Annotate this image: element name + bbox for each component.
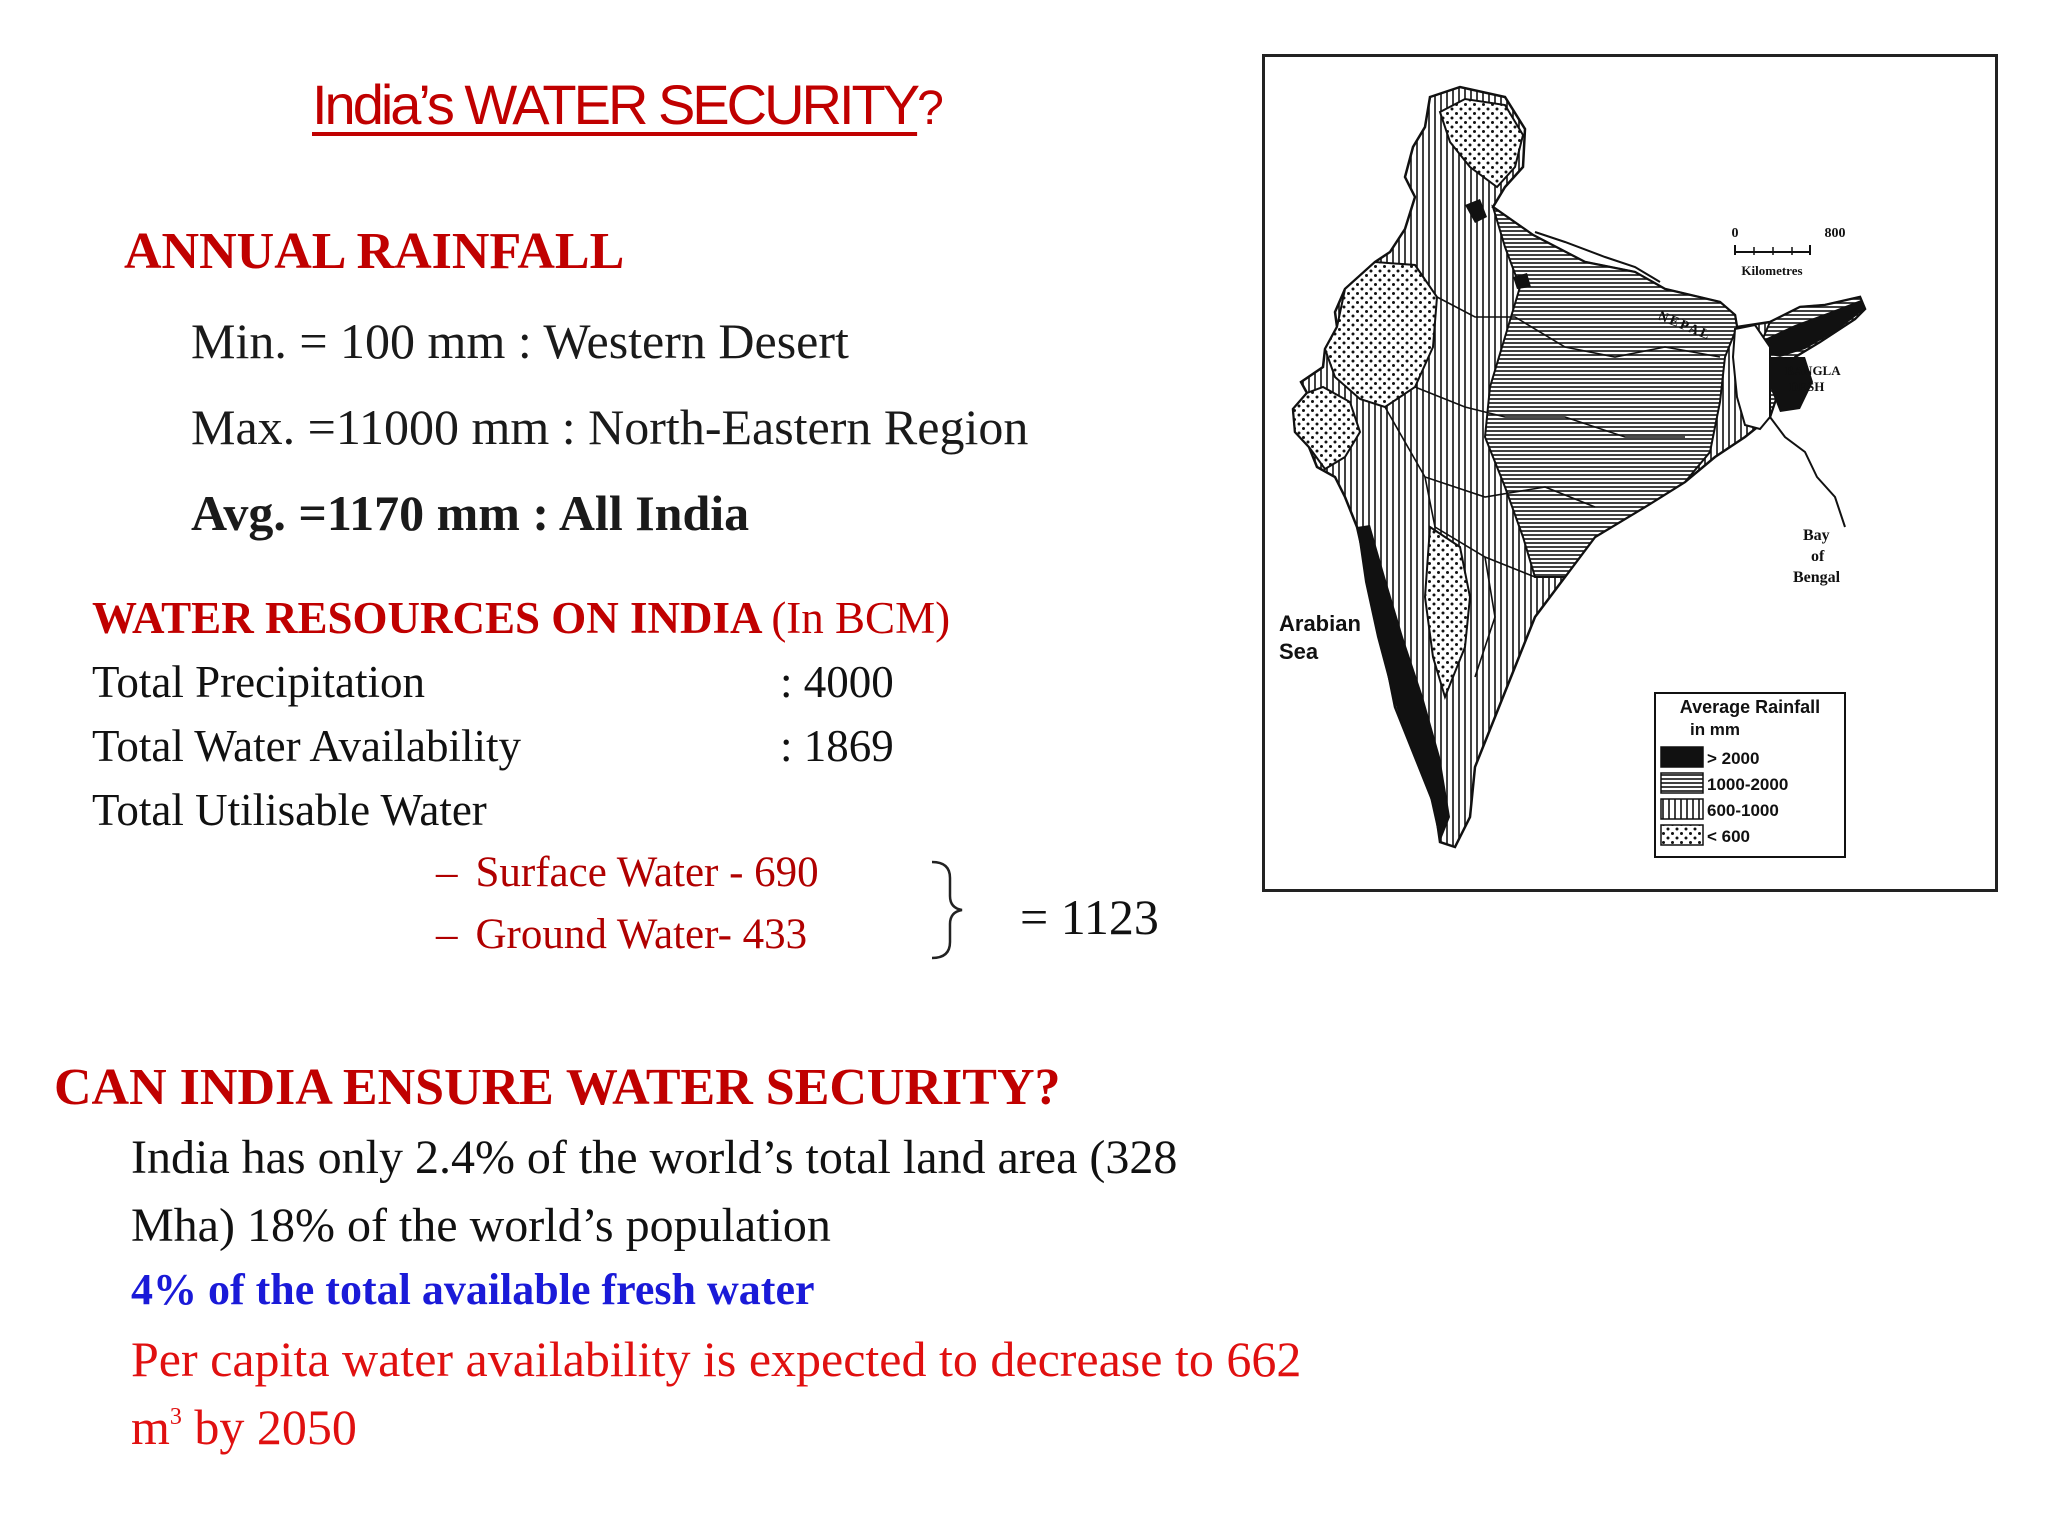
scale-unit: Kilometres: [1741, 263, 1802, 278]
legend-swatch-heavy: [1660, 746, 1704, 768]
bullet-dash: –: [436, 911, 458, 958]
label-sea: Sea: [1279, 639, 1319, 664]
page-title-suffix: ?: [917, 82, 944, 135]
fresh-water-line: 4% of the total available fresh water: [131, 1265, 815, 1314]
scale-max: 800: [1825, 226, 1846, 241]
ground-water-item: – Ground Water- 433: [436, 910, 807, 959]
legend-subtitle: in mm: [1690, 720, 1740, 739]
precipitation-label: Total Precipitation: [92, 657, 426, 707]
surface-water-text: Surface Water - 690: [475, 849, 819, 896]
rainfall-map: 0 800 Kilometres NEPAL BANGLA DESH Bay o…: [1262, 54, 1998, 892]
label-desh: DESH: [1789, 379, 1824, 394]
land-area-line: India has only 2.4% of the world’s total…: [131, 1131, 1178, 1184]
rainfall-zone-desert: [1323, 260, 1439, 409]
rainfall-zone-western-ghats: [1357, 525, 1450, 842]
year-text: by 2050: [181, 1399, 357, 1455]
rainfall-zone-east: [1483, 204, 1739, 578]
nepal-border: [1534, 231, 1661, 283]
page-title-text: India’s WATER SECURITY: [312, 73, 920, 136]
population-line: Mha) 18% of the world’s population: [131, 1199, 831, 1252]
curly-brace: [931, 860, 963, 960]
unit-m: m: [131, 1399, 170, 1455]
bullet-dash: –: [436, 849, 458, 896]
water-security-question: CAN INDIA ENSURE WATER SECURITY?: [54, 1059, 1061, 1116]
label-bengal: Bengal: [1793, 569, 1841, 586]
label-of: of: [1811, 548, 1825, 565]
water-resources-heading-text: WATER RESOURCES ON INDIA: [92, 593, 761, 643]
rainfall-avg-line: Avg. =1170 mm : All India: [191, 485, 750, 541]
label-arabian: Arabian: [1279, 611, 1361, 636]
rainfall-max-line: Max. =11000 mm : North-Eastern Region: [191, 399, 1029, 455]
surface-water-item: – Surface Water - 690: [436, 848, 819, 897]
rainfall-zone-deccan: [1423, 525, 1472, 701]
ground-water-text: Ground Water- 433: [475, 911, 808, 958]
legend-item-heavy: > 2000: [1707, 749, 1759, 768]
rainfall-zone-gujarat: [1291, 385, 1362, 471]
legend-swatch-high: [1660, 772, 1704, 794]
legend-item-high: 1000-2000: [1707, 775, 1788, 794]
water-resources-unit: (In BCM): [771, 593, 951, 643]
rainfall-zone-assam: [1763, 300, 1865, 357]
rainfall-min-line: Min. = 100 mm : Western Desert: [191, 313, 849, 369]
rainfall-zone-himalaya-2: [1513, 273, 1531, 289]
legend-item-medium: 600-1000: [1707, 801, 1779, 820]
utilisable-label: Total Utilisable Water: [92, 785, 487, 835]
scale-zero: 0: [1732, 226, 1739, 241]
rainfall-zone-meghalaya: [1760, 357, 1813, 412]
per-capita-line: Per capita water availability is expecte…: [131, 1331, 1302, 1387]
water-resources-heading: WATER RESOURCES ON INDIA (In BCM): [92, 592, 950, 644]
east-coast-detail: [1769, 416, 1846, 528]
label-bangla: BANGLA: [1785, 363, 1841, 378]
scale-bar: 0 800 Kilometres: [1732, 226, 1846, 278]
annual-rainfall-heading: ANNUAL RAINFALL: [124, 223, 625, 280]
utilisable-total: = 1123: [1020, 889, 1159, 945]
state-boundaries: [1384, 296, 1721, 678]
precipitation-value: : 4000: [780, 657, 894, 707]
legend-swatch-medium: [1660, 798, 1704, 820]
label-bay: Bay: [1803, 527, 1830, 544]
rainfall-zone-himalaya: [1465, 199, 1487, 223]
india-map-figure: 0 800 Kilometres NEPAL BANGLA DESH Bay o…: [1279, 85, 1867, 858]
unit-exponent: 3: [169, 1404, 182, 1430]
page-title: India’s WATER SECURITY?: [312, 72, 944, 137]
legend-item-low: < 600: [1707, 827, 1750, 846]
availability-label: Total Water Availability: [92, 721, 521, 771]
legend-title: Average Rainfall: [1680, 697, 1820, 717]
legend-swatch-low: [1660, 824, 1704, 846]
availability-value: : 1869: [780, 721, 894, 771]
per-capita-line-2: m3 by 2050: [131, 1398, 357, 1456]
rainfall-zone-ladakh: [1438, 97, 1525, 189]
bangladesh-outline: [1731, 323, 1771, 431]
map-legend: Average Rainfall in mm > 2000 1000-2000 …: [1654, 692, 1846, 858]
